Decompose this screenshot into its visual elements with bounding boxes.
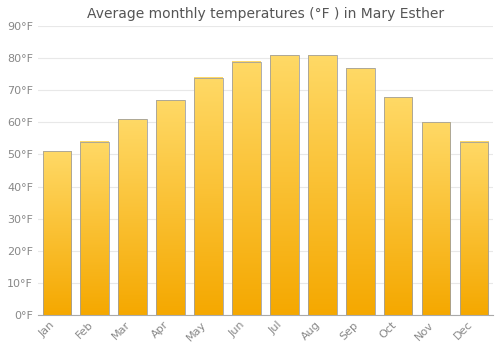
Bar (118, 119, 147, 315)
Bar (308, 55, 336, 315)
Bar (194, 78, 223, 315)
Bar (270, 55, 298, 315)
Bar (232, 62, 260, 315)
Title: Average monthly temperatures (°F ) in Mary Esther: Average monthly temperatures (°F ) in Ma… (87, 7, 444, 21)
Bar (346, 68, 374, 315)
Bar (156, 100, 185, 315)
Bar (422, 122, 450, 315)
Bar (42, 151, 71, 315)
Bar (460, 142, 488, 315)
Bar (80, 142, 109, 315)
Bar (384, 97, 412, 315)
